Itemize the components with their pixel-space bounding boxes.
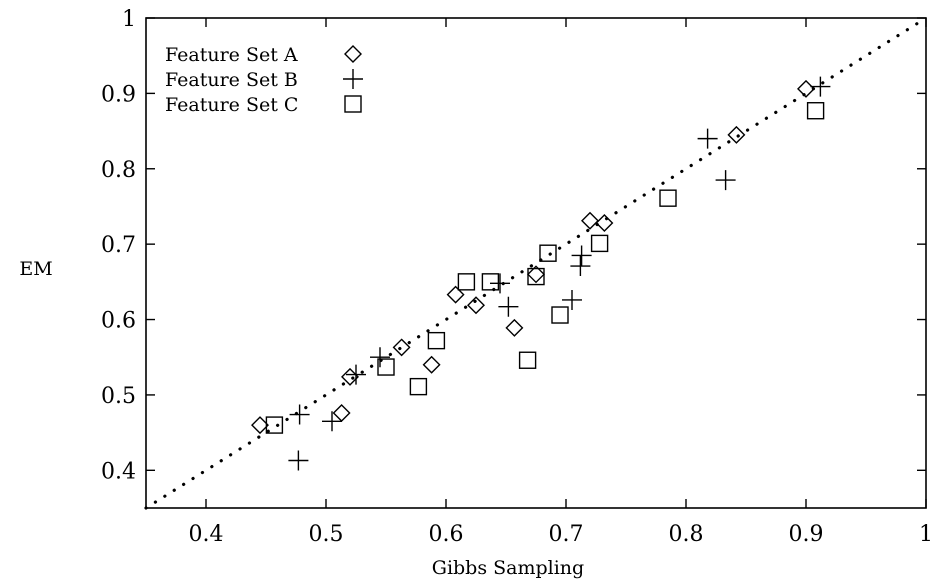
square-point — [527, 267, 545, 286]
legend-label: Feature Set B — [165, 69, 298, 91]
legend-label: Feature Set C — [165, 94, 298, 116]
plot-frame — [145, 17, 927, 509]
diamond-point — [392, 338, 411, 357]
legend-plus-symbol — [343, 69, 363, 89]
plus-point — [810, 76, 831, 97]
diamond-point — [797, 79, 815, 98]
square-point — [539, 244, 557, 262]
diamond-point — [467, 296, 485, 315]
diamond-point — [527, 265, 545, 284]
diamond-point — [422, 355, 441, 374]
y-tick-label: 0.5 — [101, 384, 136, 409]
diamond-point — [332, 404, 351, 423]
y-tick-label: 0.6 — [101, 309, 136, 334]
plus-point — [498, 296, 519, 317]
reference-line-layer — [144, 16, 928, 510]
x-tick-label: 1 — [919, 522, 932, 547]
square-point — [265, 416, 284, 434]
plus-point — [289, 404, 310, 425]
y-tick-label: 0.9 — [101, 82, 136, 107]
plus-point — [571, 245, 592, 266]
legend-square-symbol — [344, 95, 362, 113]
y-tick-label: 0.8 — [101, 158, 136, 183]
square-point — [659, 189, 677, 207]
legend: Feature Set A Feature Set B Feature Set C — [165, 44, 363, 116]
x-tick-label: 0.4 — [189, 522, 224, 547]
ticks-layer — [146, 17, 927, 508]
plus-point — [715, 170, 736, 191]
diamond-point — [505, 318, 524, 337]
square-point — [806, 102, 825, 120]
x-tick-label: 0.7 — [549, 522, 584, 547]
plus-point — [322, 411, 342, 432]
diamond-point — [446, 285, 465, 304]
diamond-point — [727, 125, 746, 144]
tick-labels-layer: 0.4 0.5 0.6 0.7 0.8 0.9 1 0.4 0.5 0.6 0.7 0.8 0.9 1 — [101, 7, 932, 547]
plus-point — [562, 289, 582, 310]
diamond-point — [581, 211, 599, 230]
square-point — [590, 234, 609, 253]
square-point — [457, 273, 476, 291]
points-layer — [251, 76, 831, 471]
y-tick-label: 0.4 — [101, 459, 136, 484]
y-axis-title: EM — [19, 258, 52, 280]
square-point — [427, 331, 446, 350]
x-tick-label: 0.5 — [309, 522, 344, 547]
legend-label: Feature Set A — [165, 44, 298, 66]
plus-point — [370, 347, 390, 368]
square-point — [481, 273, 500, 291]
x-axis-title: Gibbs Sampling — [432, 557, 584, 579]
x-tick-label: 0.9 — [789, 522, 824, 547]
y-tick-label: 1 — [122, 7, 136, 32]
square-point — [409, 377, 428, 396]
y-tick-label: 0.7 — [101, 233, 136, 258]
legend-diamond-symbol — [344, 45, 362, 63]
plus-point — [288, 450, 309, 471]
plus-point — [697, 128, 718, 149]
diamond-point — [251, 416, 269, 435]
plus-point — [346, 364, 366, 385]
diagonal-reference-line — [144, 16, 928, 510]
square-point — [518, 351, 537, 369]
square-point — [377, 358, 395, 376]
diamond-point — [595, 214, 614, 233]
plus-point — [490, 273, 510, 294]
square-point — [551, 306, 569, 324]
plus-point — [570, 256, 591, 277]
x-tick-label: 0.6 — [429, 522, 464, 547]
x-tick-label: 0.8 — [669, 522, 704, 547]
